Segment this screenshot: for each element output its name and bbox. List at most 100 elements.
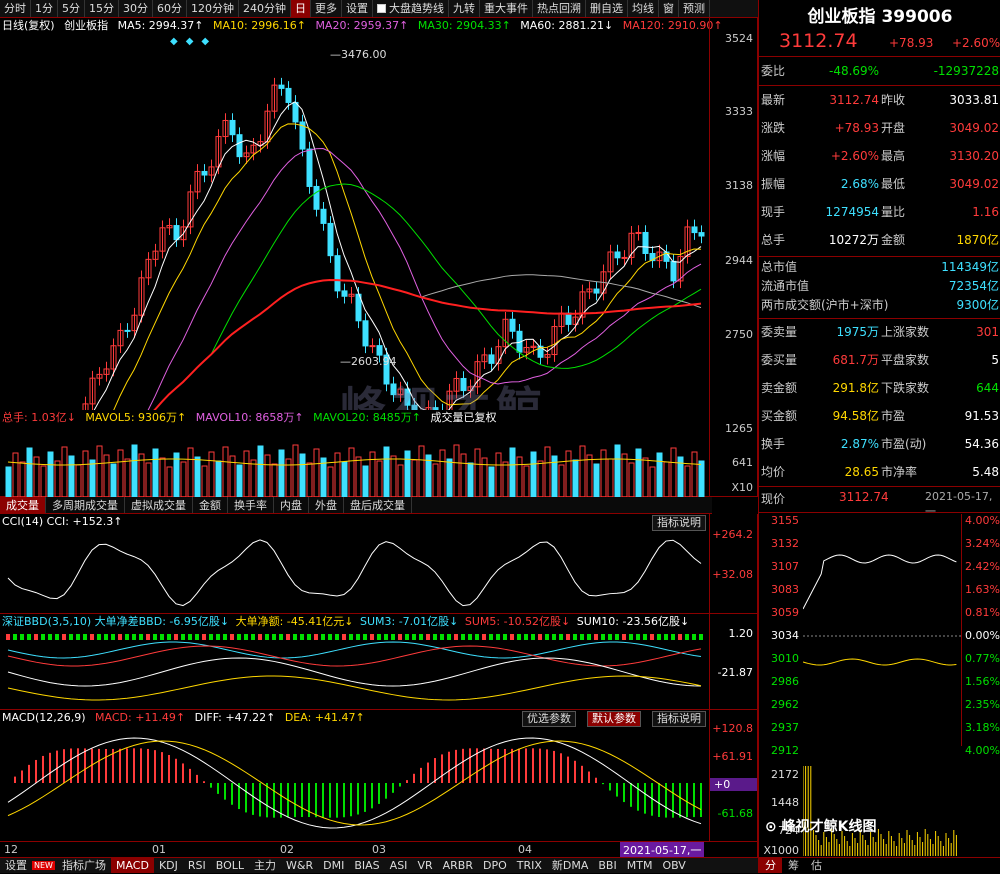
intraday-label: 现价 — [761, 492, 786, 506]
indicator-tab-14[interactable]: DPO — [482, 859, 507, 872]
volume-tab-1[interactable]: 多周期成交量 — [46, 497, 125, 513]
candle-body — [586, 288, 593, 293]
indicator-tab-11[interactable]: ASI — [389, 859, 408, 872]
toolbar-item-1[interactable]: 1分 — [31, 0, 58, 17]
candle — [222, 113, 229, 144]
intraday-chart[interactable] — [803, 514, 961, 856]
volume-tab-0[interactable]: 成交量 — [0, 497, 46, 513]
indicator-tab-2[interactable]: 指标广场 — [61, 859, 106, 872]
volume-tab-6[interactable]: 外盘 — [309, 497, 344, 513]
toolbar-item-7[interactable]: 240分钟 — [239, 0, 291, 17]
quote-tab-1[interactable]: 筹 — [788, 859, 799, 872]
volume-bar — [12, 452, 19, 497]
candle — [278, 77, 285, 96]
intraday-tick: 2912 — [771, 744, 799, 757]
cci-help-button[interactable]: 指标说明 — [652, 515, 706, 531]
indicator-tab-13[interactable]: ARBR — [442, 859, 473, 872]
toolbar-item-4[interactable]: 30分 — [119, 0, 153, 17]
trendline-checkbox[interactable] — [377, 4, 386, 13]
toolbar-item-14[interactable]: 热点回溯 — [533, 0, 586, 17]
bbd-bar — [566, 634, 570, 640]
candle — [502, 311, 509, 354]
volume-bar — [19, 461, 26, 497]
indicator-tab-7[interactable]: 主力 — [254, 859, 277, 872]
volume-tab-3[interactable]: 金额 — [193, 497, 228, 513]
quote-tab-0[interactable]: 分 — [759, 858, 782, 873]
macd-tick: +0 — [710, 778, 757, 791]
ma-legend: 日线(复权) 创业板指 MA5: 2994.37↑ MA10: 2996.16↑… — [2, 18, 729, 34]
indicator-tab-16[interactable]: 新DMA — [551, 859, 589, 872]
candle-body — [145, 258, 152, 279]
bbd-bar — [587, 634, 591, 640]
candle — [628, 226, 635, 265]
indicator-tab-5[interactable]: RSI — [187, 859, 206, 872]
toolbar-item-2[interactable]: 5分 — [58, 0, 85, 17]
indicator-tab-15[interactable]: TRIX — [516, 859, 542, 872]
volume-bar — [33, 456, 40, 497]
toolbar-item-8[interactable]: 日 — [291, 0, 311, 17]
indicator-tab-19[interactable]: OBV — [662, 859, 686, 872]
toolbar-item-17[interactable]: 窗 — [659, 0, 679, 17]
volume-bar — [530, 451, 537, 497]
toolbar-item-16[interactable]: 均线 — [628, 0, 659, 17]
quote-row: 买金额 94.58亿 市盈 91.53 — [759, 402, 1000, 430]
quote-tab-2[interactable]: 估 — [811, 859, 822, 872]
candle-body — [460, 377, 467, 392]
optimal-params-button[interactable]: 优选参数 — [522, 711, 576, 727]
candle-body — [166, 225, 173, 229]
toolbar-item-12[interactable]: 九转 — [449, 0, 480, 17]
candle-body — [691, 226, 698, 234]
volume-note: 成交量已复权 — [430, 411, 497, 424]
toolbar-item-13[interactable]: 重大事件 — [480, 0, 533, 17]
indicator-tab-12[interactable]: VR — [417, 859, 433, 872]
indicator-tab-18[interactable]: MTM — [626, 859, 653, 872]
ma30-value: MA30: 2904.33↑ — [417, 19, 511, 32]
volume-tick: X10 — [731, 481, 753, 494]
toolbar-item-10[interactable]: 设置 — [342, 0, 373, 17]
volume-tab-7[interactable]: 盘后成交量 — [344, 497, 412, 513]
volume-bar — [40, 465, 47, 497]
candle-body — [565, 312, 572, 325]
row-label-2: 金额 — [881, 233, 906, 247]
toolbar-item-15[interactable]: 删自选 — [586, 0, 628, 17]
candle-body — [649, 252, 656, 262]
candle — [194, 164, 201, 200]
mavol10-value: MAVOL10: 8658万↑ — [195, 411, 304, 424]
toolbar-item-9[interactable]: 更多 — [311, 0, 342, 17]
toolbar-item-3[interactable]: 15分 — [85, 0, 119, 17]
volume-bar — [313, 448, 320, 497]
macd-help-button[interactable]: 指标说明 — [652, 711, 706, 727]
default-params-button[interactable]: 默认参数 — [587, 711, 641, 727]
intraday-pct-tick: 0.77% — [965, 652, 1000, 665]
volume-tab-5[interactable]: 内盘 — [274, 497, 309, 513]
bbd-bar — [524, 634, 528, 640]
indicator-tab-6[interactable]: BOLL — [215, 859, 245, 872]
indicator-tab-10[interactable]: BIAS — [354, 859, 380, 872]
bbd-bar — [447, 634, 451, 640]
indicator-tab-3[interactable]: MACD — [110, 858, 154, 873]
toolbar-item-5[interactable]: 60分 — [153, 0, 187, 17]
toolbar-item-0[interactable]: 分时 — [0, 0, 31, 17]
volume-tab-4[interactable]: 换手率 — [228, 497, 274, 513]
volume-bar — [89, 459, 96, 497]
bbd-bar — [377, 634, 381, 640]
low-annotation: —2603.94 — [340, 355, 397, 368]
indicator-tab-17[interactable]: BBI — [598, 859, 617, 872]
row-value-2: 3049.02 — [949, 121, 999, 135]
bbd-bar — [391, 634, 395, 640]
candle-body — [229, 119, 236, 136]
toolbar-item-18[interactable]: 预测 — [679, 0, 710, 17]
bbd-bar — [594, 634, 598, 640]
indicator-tab-8[interactable]: W&R — [286, 859, 314, 872]
candle — [341, 283, 348, 304]
toolbar-item-11[interactable]: 大盘趋势线 — [373, 0, 449, 17]
indicator-tab-9[interactable]: DMI — [323, 859, 345, 872]
bbd-bar — [370, 634, 374, 640]
volume-tabs: 成交量 多周期成交量 虚拟成交量 金额 换手率 内盘 外盘 盘后成交量 — [0, 497, 712, 514]
toolbar-item-6[interactable]: 120分钟 — [187, 0, 239, 17]
candle-body — [397, 388, 404, 396]
indicator-tab-4[interactable]: KDJ — [158, 859, 178, 872]
indicator-tab-0[interactable]: 设置 — [5, 859, 27, 872]
candle — [474, 354, 481, 395]
volume-tab-2[interactable]: 虚拟成交量 — [125, 497, 193, 513]
